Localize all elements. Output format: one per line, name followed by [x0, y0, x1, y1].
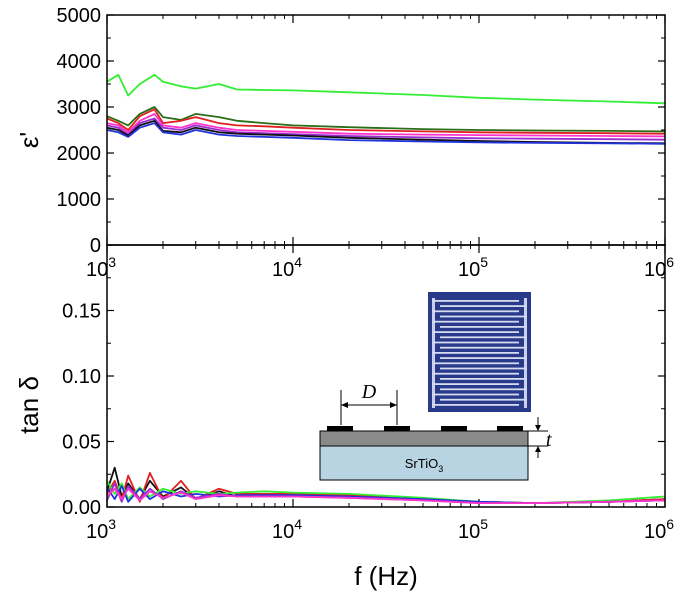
top-series-red: [106, 108, 666, 135]
bottom-y-axis-label: tan δ: [14, 376, 44, 434]
spacing-label: D: [361, 381, 377, 403]
middle-x-tick-base: 10: [86, 259, 108, 281]
electrode-2: [384, 426, 410, 431]
finger-bus-right: [524, 298, 527, 408]
top-y-tick-label: 4000: [57, 51, 102, 73]
top-series-purple: [106, 117, 666, 141]
middle-x-tick-label: 103: [86, 254, 116, 281]
bottom-series-blue: [106, 485, 666, 505]
electrode-finger: [432, 404, 519, 406]
electrode-finger: [440, 367, 527, 370]
bottom-x-tick-exponent: 3: [108, 516, 116, 532]
bottom-x-tick-label: 103: [86, 516, 116, 543]
thickness-arrow-head-top: [535, 425, 541, 431]
thickness-arrow-head-bottom: [535, 446, 541, 452]
bottom-y-tick-label: 0.05: [62, 432, 101, 454]
top-series-black: [106, 119, 666, 145]
electrode-finger: [440, 378, 527, 380]
electrode-finger: [440, 388, 527, 391]
electrode-finger: [432, 383, 519, 385]
electrode-finger: [432, 362, 519, 365]
middle-x-tick-label: 105: [458, 254, 488, 281]
middle-x-tick-labels: 103 104 105 106: [86, 254, 674, 281]
electrode-finger: [440, 346, 527, 349]
substrate-formula: SrTiO: [405, 456, 438, 471]
bottom-x-tick-label: 106: [644, 516, 674, 543]
electrode-finger: [432, 372, 519, 375]
substrate-label: SrTiO3: [405, 456, 443, 474]
top-y-tick-labels: 0 1000 2000 3000 4000 5000: [57, 5, 102, 257]
dielectric-constant-panel: 0 1000 2000 3000 4000 5000 ε': [14, 5, 666, 257]
interdigital-fingers: [432, 298, 527, 408]
bottom-plot-frame: [106, 244, 666, 508]
bottom-x-tick-base: 10: [644, 521, 666, 543]
bottom-x-tick-base: 10: [458, 521, 480, 543]
spacing-arrow-head-left: [341, 402, 348, 408]
middle-x-tick-label: 106: [644, 254, 674, 281]
middle-x-tick-label: 104: [272, 254, 302, 281]
electrode-photo: [428, 292, 531, 412]
bottom-x-tick-exponent: 6: [666, 516, 674, 532]
top-series-dark-green: [106, 106, 666, 133]
top-y-axis-label: ε': [14, 132, 44, 149]
bottom-x-tick-base: 10: [86, 521, 108, 543]
middle-x-tick-base: 10: [272, 259, 294, 281]
top-y-tick-label: 3000: [57, 97, 102, 119]
top-series-green: [106, 73, 666, 105]
top-series-blue: [106, 122, 666, 145]
bottom-y-tick-label: 0.00: [62, 497, 101, 519]
electrode-finger: [432, 341, 519, 344]
electrode-finger: [440, 326, 527, 328]
film-layer: [319, 430, 529, 447]
electrode-finger: [432, 320, 519, 323]
electrode-finger: [432, 393, 519, 396]
loss-tangent-panel: 0.00 0.05 0.10 0.15 tan δ: [14, 244, 666, 520]
bottom-y-tick-labels: 0.00 0.05 0.10 0.15: [62, 301, 101, 520]
electrode-1: [327, 426, 353, 431]
bottom-x-tick-base: 10: [272, 521, 294, 543]
bottom-y-tick-label: 0.15: [62, 301, 101, 323]
top-series-magenta: [106, 113, 666, 138]
electrode-finger: [432, 310, 519, 313]
electrode-finger: [432, 300, 519, 302]
bottom-series: [106, 466, 666, 505]
middle-x-tick-exponent: 5: [480, 254, 488, 270]
substrate-subscript: 3: [438, 464, 443, 474]
electrode-finger: [440, 357, 527, 359]
middle-x-tick-exponent: 3: [108, 254, 116, 270]
spacing-arrow-head-right: [390, 402, 397, 408]
electrode-finger: [440, 305, 527, 307]
bottom-y-tick-label: 0.10: [62, 366, 101, 388]
bottom-series-magenta: [106, 487, 666, 505]
thickness-label: t: [546, 429, 552, 451]
middle-x-tick-base: 10: [644, 259, 666, 281]
middle-x-tick-exponent: 4: [294, 254, 302, 270]
bottom-x-tick-exponent: 5: [480, 516, 488, 532]
bottom-x-tick-exponent: 4: [294, 516, 302, 532]
electrode-finger: [432, 331, 519, 333]
bottom-x-tick-labels: 103 104 105 106: [86, 516, 674, 543]
bottom-x-tick-label: 104: [272, 516, 302, 543]
middle-x-tick-base: 10: [458, 259, 480, 281]
top-y-tick-label: 2000: [57, 143, 102, 165]
cross-section-schematic: D t SrTiO3: [319, 381, 552, 481]
electrode-finger: [440, 398, 527, 401]
electrode-4: [497, 426, 523, 431]
top-y-tick-label: 0: [90, 235, 101, 257]
electrode-finger: [440, 336, 527, 339]
top-y-tick-label: 5000: [57, 5, 102, 27]
electrode-3: [441, 426, 467, 431]
electrode-finger: [440, 315, 527, 318]
electrode-finger: [432, 352, 519, 354]
middle-x-tick-exponent: 6: [666, 254, 674, 270]
bottom-x-tick-label: 105: [458, 516, 488, 543]
x-axis-label: f (Hz): [354, 561, 418, 591]
top-series: [106, 73, 666, 145]
substrate-layer: [319, 445, 529, 481]
top-y-tick-label: 1000: [57, 189, 102, 211]
device-inset: D t SrTiO3: [319, 292, 552, 481]
